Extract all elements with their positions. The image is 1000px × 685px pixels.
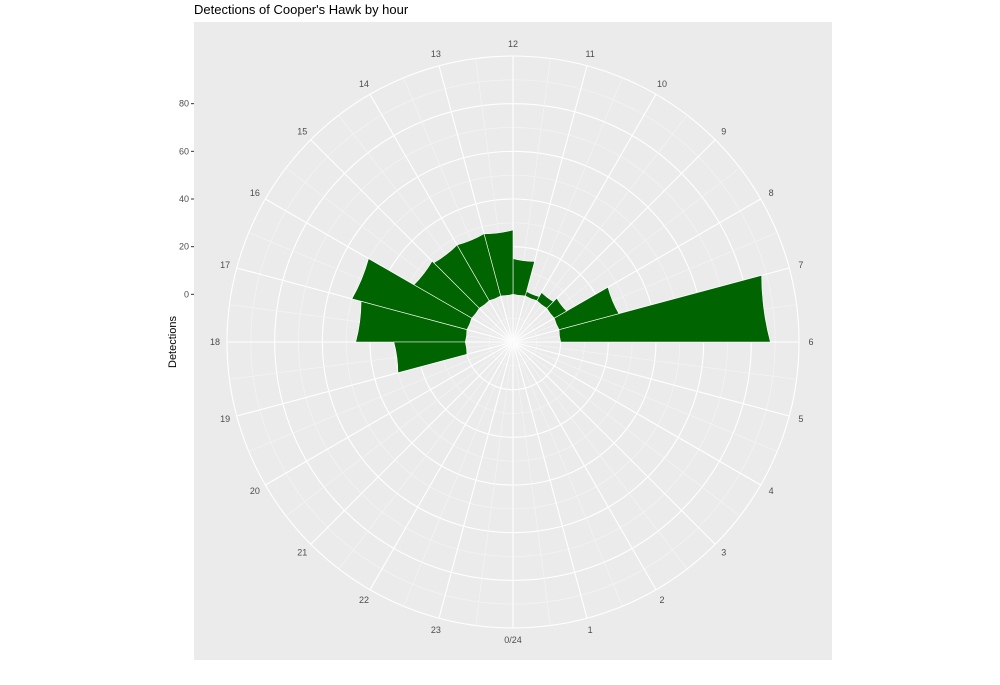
hour-label: 11 [585,49,594,59]
hour-label: 18 [210,337,220,347]
y-tick-label: 0 [184,289,189,299]
hour-label: 16 [250,188,260,198]
hour-label: 15 [297,126,307,136]
hour-label: 20 [250,486,260,496]
hour-label: 8 [769,188,774,198]
bar-hour-6 [558,274,771,343]
hour-label: 2 [659,595,664,605]
hour-label: 12 [508,39,518,49]
grid-spoke [512,341,778,452]
grid-spoke [512,341,657,590]
hour-label: 17 [220,260,230,270]
hour-label: 7 [798,260,803,270]
y-tick-label: 40 [179,194,189,204]
chart-title: Detections of Cooper's Hawk by hour [194,2,409,17]
grid-spoke [512,341,741,517]
grid-spoke [512,341,790,417]
hour-label: 13 [431,49,441,59]
hour-label: 6 [808,337,813,347]
y-axis-title: Detections [167,316,179,368]
bars-layer [351,229,771,374]
hour-label: 14 [359,79,369,89]
grid-spoke [512,341,551,626]
grid-spoke [512,341,688,570]
hour-labels: 0/24123456789101112131415161718192021222… [210,39,814,645]
grid-spoke [248,341,514,452]
y-tick-label: 80 [179,99,189,109]
grid-spoke [512,341,588,619]
grid-spoke [310,341,514,545]
grid-spoke [403,341,514,607]
hour-label: 4 [769,486,774,496]
hour-label: 22 [359,595,369,605]
y-axis: 0 20 40 60 80 Detections [167,99,194,368]
grid-spoke [512,341,623,607]
grid-spoke [512,341,716,545]
grid-spoke [338,341,514,570]
grid-spoke [265,341,514,486]
grid-spoke [475,341,514,626]
hour-label: 10 [657,79,667,89]
hour-label: 0/24 [504,635,522,645]
grid-spoke [438,341,514,619]
hour-label: 5 [798,414,803,424]
hour-label: 1 [588,625,593,635]
grid-spoke [285,341,514,517]
grid-spoke [512,341,761,486]
grid-spoke [512,341,797,380]
hour-label: 9 [721,126,726,136]
hour-label: 23 [431,625,441,635]
hour-label: 3 [721,548,726,558]
hour-label: 21 [297,548,307,558]
grid-spoke [369,341,514,590]
y-tick-label: 20 [179,242,189,252]
y-tick-label: 60 [179,146,189,156]
bar-hour-18 [393,341,468,374]
hour-label: 19 [220,414,230,424]
